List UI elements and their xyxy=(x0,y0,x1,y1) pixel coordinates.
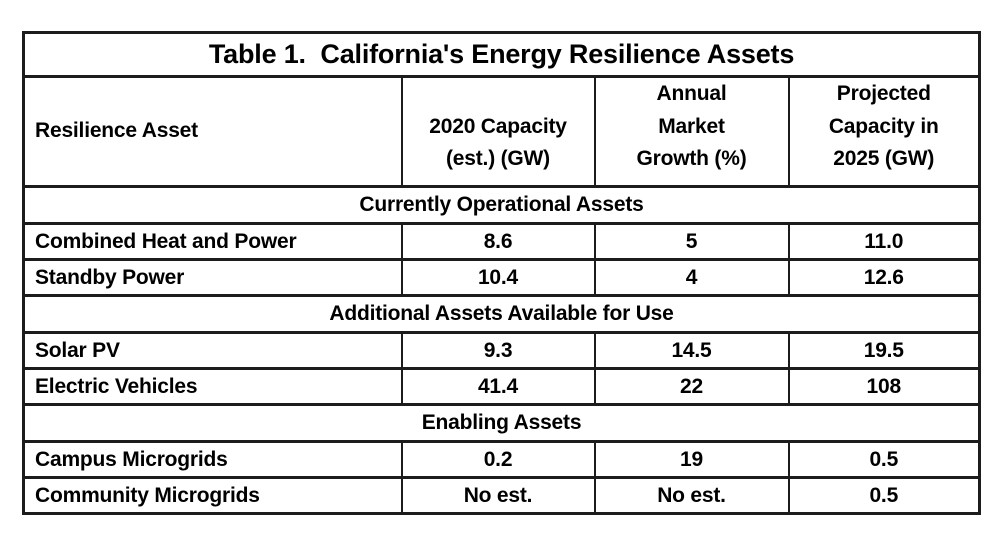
table-row-electric-vehicles: Electric Vehicles 41.4 22 108 xyxy=(22,367,981,406)
capacity-2025-cell: 12.6 xyxy=(787,258,981,297)
table-row-campus-microgrids: Campus Microgrids 0.2 19 0.5 xyxy=(22,440,981,479)
column-header-row: Resilience Asset 2020 Capacity (est.) (G… xyxy=(22,75,981,188)
asset-name-cell: Combined Heat and Power xyxy=(22,222,403,261)
header-line: Projected xyxy=(836,82,931,106)
capacity-2020-cell: 10.4 xyxy=(400,258,596,297)
column-header-2020-capacity: 2020 Capacity (est.) (GW) xyxy=(400,75,596,188)
capacity-2025-cell: 0.5 xyxy=(787,476,981,515)
asset-name-cell: Electric Vehicles xyxy=(22,367,403,406)
column-header-projected-capacity: Projected Capacity in 2025 (GW) xyxy=(787,75,981,188)
section-header-label: Additional Assets Available for Use xyxy=(22,294,981,334)
table-row-community-microgrids: Community Microgrids No est. No est. 0.5 xyxy=(22,476,981,515)
growth-cell: 22 xyxy=(593,367,790,406)
header-line: Market xyxy=(658,114,725,138)
table-row-solar-pv: Solar PV 9.3 14.5 19.5 xyxy=(22,331,981,370)
table-row-combined-heat-and-power: Combined Heat and Power 8.6 5 11.0 xyxy=(22,222,981,261)
section-header-label: Enabling Assets xyxy=(22,403,981,443)
section-header-additional-assets: Additional Assets Available for Use xyxy=(22,294,981,334)
asset-name-cell: Standby Power xyxy=(22,258,403,297)
header-line: (est.) (GW) xyxy=(446,147,550,171)
header-line: Growth (%) xyxy=(636,147,747,171)
column-header-resilience-asset: Resilience Asset xyxy=(22,75,403,188)
capacity-2020-cell: 41.4 xyxy=(400,367,596,406)
column-header-annual-market-growth: Annual Market Growth (%) xyxy=(593,75,790,188)
section-header-currently-operational: Currently Operational Assets xyxy=(22,185,981,225)
header-line: Capacity in xyxy=(828,114,939,138)
growth-cell: 19 xyxy=(593,440,790,479)
growth-cell: 5 xyxy=(593,222,790,261)
table-title: Table 1. California's Energy Resilience … xyxy=(22,31,981,78)
header-line: 2020 Capacity xyxy=(429,114,567,138)
section-header-label: Currently Operational Assets xyxy=(22,185,981,225)
capacity-2025-cell: 108 xyxy=(787,367,981,406)
capacity-2020-cell: 9.3 xyxy=(400,331,596,370)
growth-cell: No est. xyxy=(593,476,790,515)
growth-cell: 4 xyxy=(593,258,790,297)
asset-name-cell: Campus Microgrids xyxy=(22,440,403,479)
capacity-2025-cell: 11.0 xyxy=(787,222,981,261)
capacity-2020-cell: 0.2 xyxy=(400,440,596,479)
header-line: Annual xyxy=(656,82,727,106)
asset-name-cell: Community Microgrids xyxy=(22,476,403,515)
capacity-2025-cell: 19.5 xyxy=(787,331,981,370)
energy-resilience-table: Table 1. California's Energy Resilience … xyxy=(22,31,982,515)
header-line: 2025 (GW) xyxy=(833,147,935,171)
growth-cell: 14.5 xyxy=(593,331,790,370)
table-title-row: Table 1. California's Energy Resilience … xyxy=(22,31,981,78)
asset-name-cell: Solar PV xyxy=(22,331,403,370)
capacity-2025-cell: 0.5 xyxy=(787,440,981,479)
table-row-standby-power: Standby Power 10.4 4 12.6 xyxy=(22,258,981,297)
capacity-2020-cell: No est. xyxy=(400,476,596,515)
capacity-2020-cell: 8.6 xyxy=(400,222,596,261)
section-header-enabling-assets: Enabling Assets xyxy=(22,403,981,443)
